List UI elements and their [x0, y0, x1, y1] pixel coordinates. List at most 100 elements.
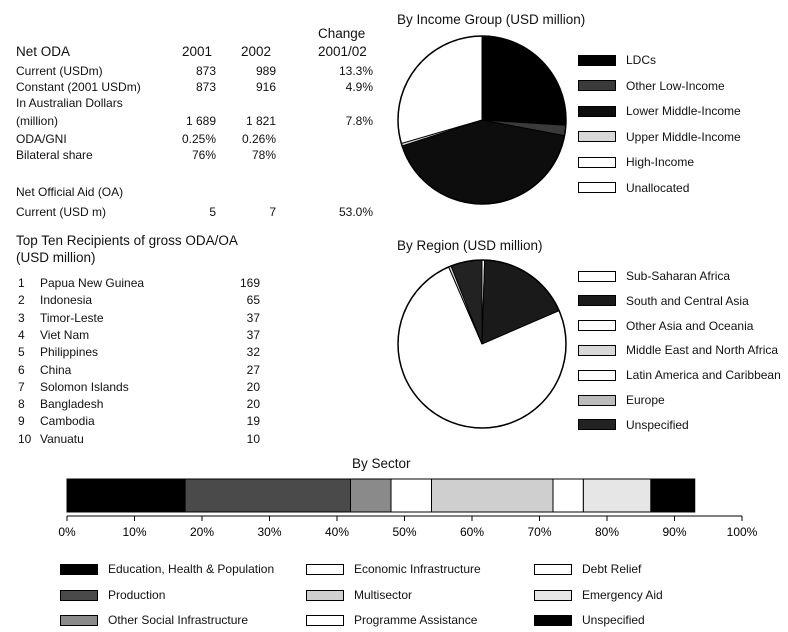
- header-2001: 2001: [182, 44, 213, 59]
- recipient-name: Bangladesh: [40, 397, 104, 412]
- recipient-rank: 9: [18, 414, 25, 429]
- oda-row-label: Current (USDm): [16, 64, 103, 78]
- sector-legend-label: Programme Assistance: [354, 613, 478, 627]
- recipient-value: 20: [246, 379, 260, 394]
- oda-row-2002: 78%: [251, 148, 276, 162]
- oa-row-2002: 7: [269, 205, 276, 219]
- sector-legend-label: Unspecified: [582, 613, 645, 627]
- sector-legend-item: Emergency Aid: [534, 588, 663, 602]
- sector-axis-tick-label: 90%: [662, 525, 686, 539]
- income-legend-label: LDCs: [626, 53, 657, 67]
- recipient-rank: 3: [18, 310, 25, 325]
- recipient-rank: 6: [18, 362, 25, 377]
- recipients-title-1: Top Ten Recipients of gross ODA/OA: [16, 233, 238, 248]
- sector-axis-tick-label: 60%: [460, 525, 484, 539]
- recipient-name: Cambodia: [40, 414, 95, 429]
- income-legend-swatch: [578, 80, 616, 91]
- sector-chart-title: By Sector: [352, 456, 411, 471]
- oda-row-2001: 1 689: [185, 114, 216, 128]
- region-pie-chart: [397, 259, 567, 429]
- recipient-rank: 7: [18, 379, 25, 394]
- sector-legend-label: Emergency Aid: [582, 588, 663, 602]
- sector-legend-item: Education, Health & Population: [60, 562, 274, 576]
- recipient-name: China: [40, 362, 72, 377]
- recipient-rank: 10: [18, 431, 32, 446]
- region-legend-swatch: [578, 394, 616, 406]
- recipient-value: 20: [246, 397, 260, 412]
- oda-row-label: ODA/GNI: [16, 132, 67, 146]
- oda-row-change: 4.9%: [345, 80, 373, 94]
- sector-legend-item: Other Social Infrastructure: [60, 613, 248, 627]
- sector-bar-segment: [582, 478, 652, 513]
- income-legend-label: High-Income: [626, 155, 695, 169]
- sector-bar-segment: [390, 478, 432, 513]
- oda-row-2001: 873: [195, 64, 216, 78]
- sector-axis-tick-label: 50%: [392, 525, 416, 539]
- region-legend-label: South and Central Asia: [626, 293, 749, 308]
- income-legend-swatch: [578, 54, 616, 66]
- oda-row-label: In Australian Dollars: [16, 96, 123, 110]
- header-net-oda: Net ODA: [16, 44, 71, 59]
- region-pie-outline: [397, 259, 567, 429]
- sector-legend-swatch: [534, 589, 572, 601]
- region-chart-title: By Region (USD million): [397, 238, 543, 253]
- region-legend-swatch: [578, 419, 616, 431]
- income-legend-item: LDCs: [578, 53, 656, 67]
- header-change: Change: [318, 26, 366, 41]
- oda-row-change: 13.3%: [338, 64, 373, 78]
- recipient-value: 32: [246, 345, 260, 360]
- sector-bar-chart: 0% 10% 20% 30% 40% 50% 60% 70% 80% 90% 100%: [58, 478, 758, 539]
- region-legend-label: Latin America and Caribbean: [626, 368, 781, 383]
- sector-legend-item: Unspecified: [534, 613, 645, 627]
- oda-row-2001: 76%: [191, 148, 216, 162]
- income-legend-item: Upper Middle-Income: [578, 130, 741, 144]
- recipient-value: 37: [246, 327, 260, 342]
- region-legend-swatch: [578, 320, 616, 332]
- income-legend-swatch: [578, 156, 616, 168]
- oa-row-label: Current (USD m): [16, 205, 107, 219]
- region-legend-item: Sub-Saharan Africa: [578, 269, 730, 283]
- oda-row-label: (million): [16, 114, 58, 128]
- recipient-name: Philippines: [40, 345, 99, 360]
- header-change-period: 2001/02: [318, 44, 367, 59]
- region-legend-item: Unspecified: [578, 418, 689, 432]
- recipient-name: Timor-Leste: [40, 310, 104, 325]
- oda-row-2002: 0.26%: [241, 132, 276, 146]
- sector-axis-tick-label: 30%: [257, 525, 281, 539]
- income-legend-swatch: [578, 131, 616, 142]
- sector-legend-item: Programme Assistance: [306, 613, 477, 627]
- region-legend-item: Middle East and North Africa: [578, 343, 778, 357]
- recipient-rank: 1: [18, 276, 25, 290]
- region-legend-label: Unspecified: [626, 417, 689, 432]
- sector-axis-tick-label: 100%: [727, 525, 758, 539]
- oda-row-label: Constant (2001 USDm): [16, 80, 141, 94]
- income-legend-item: High-Income: [578, 155, 694, 169]
- recipient-name: Papua New Guinea: [40, 276, 145, 290]
- region-legend-item: Other Asia and Oceania: [578, 319, 753, 333]
- income-legend-label: Unallocated: [626, 180, 690, 195]
- income-pie-slice: [481, 35, 567, 126]
- oa-row-change: 53.0%: [338, 205, 373, 219]
- region-legend-swatch: [578, 344, 616, 356]
- sector-legend-swatch: [534, 563, 572, 575]
- recipient-value: 27: [246, 362, 260, 377]
- sector-axis-tick-label: 70%: [527, 525, 551, 539]
- income-legend-label: Other Low-Income: [626, 78, 725, 93]
- recipient-rank: 8: [18, 397, 25, 412]
- sector-legend-item: Economic Infrastructure: [306, 562, 481, 576]
- sector-bar-segment: [552, 478, 584, 513]
- sector-axis-tick-label: 0%: [58, 525, 76, 539]
- recipient-value: 65: [246, 293, 260, 308]
- region-legend-label: Middle East and North Africa: [626, 343, 779, 358]
- sector-legend-item: Multisector: [306, 588, 412, 602]
- sector-bar-segment: [66, 478, 186, 513]
- sector-axis-tick-label: 40%: [325, 525, 349, 539]
- oda-row-change: 7.8%: [345, 114, 373, 128]
- recipient-rank: 4: [18, 327, 25, 342]
- sector-legend-swatch: [534, 614, 572, 626]
- region-legend-label: Europe: [626, 393, 665, 407]
- region-legend-item: Europe: [578, 393, 665, 407]
- region-legend-label: Other Asia and Oceania: [626, 318, 754, 333]
- region-legend-item: South and Central Asia: [578, 294, 749, 308]
- sector-legend-swatch: [60, 589, 98, 601]
